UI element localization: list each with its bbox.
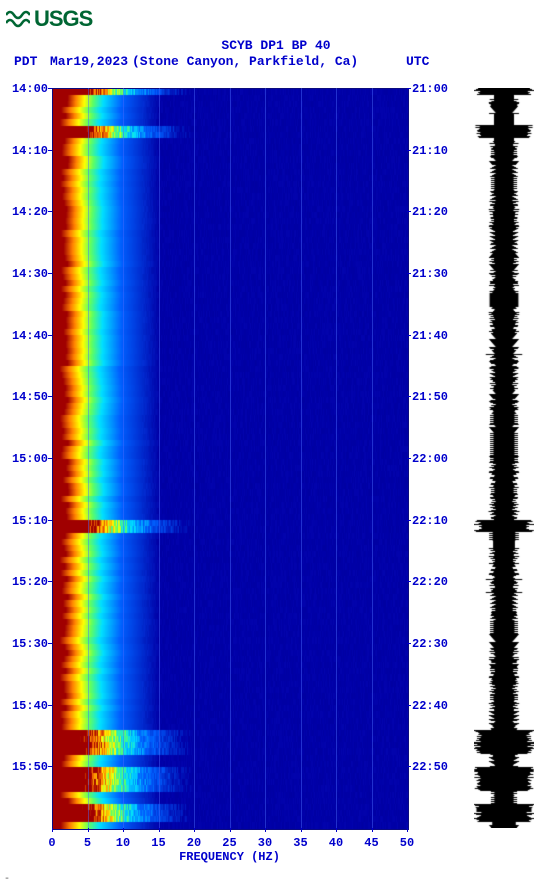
xtick: 25 <box>215 836 245 850</box>
ytick-left: 14:40 <box>6 329 48 343</box>
ytick-left: 15:50 <box>6 760 48 774</box>
wave-icon <box>6 9 30 29</box>
ytick-left: 14:20 <box>6 205 48 219</box>
ytick-left: 15:00 <box>6 452 48 466</box>
ytick-left: 15:40 <box>6 699 48 713</box>
tz-right: UTC <box>406 54 429 69</box>
waveform-plot <box>474 88 534 828</box>
chart-title: SCYB DP1 BP 40 <box>0 38 552 53</box>
ytick-right: 21:40 <box>412 329 458 343</box>
x-axis-label: FREQUENCY (HZ) <box>52 850 407 864</box>
ytick-right: 21:00 <box>412 82 458 96</box>
footer-mark: - <box>4 874 10 885</box>
ytick-left: 15:30 <box>6 637 48 651</box>
ytick-left: 14:30 <box>6 267 48 281</box>
xtick: 20 <box>179 836 209 850</box>
ytick-left: 14:00 <box>6 82 48 96</box>
ytick-right: 22:50 <box>412 760 458 774</box>
ytick-right: 21:30 <box>412 267 458 281</box>
xtick: 5 <box>73 836 103 850</box>
tz-left: PDT <box>14 54 37 69</box>
ytick-right: 22:10 <box>412 514 458 528</box>
ytick-right: 22:00 <box>412 452 458 466</box>
ytick-left: 15:20 <box>6 575 48 589</box>
ytick-left: 14:10 <box>6 144 48 158</box>
xtick: 40 <box>321 836 351 850</box>
waveform-canvas <box>474 88 534 828</box>
usgs-logo: USGS <box>6 6 92 32</box>
ytick-right: 21:20 <box>412 205 458 219</box>
date: Mar19,2023 <box>50 54 128 69</box>
xtick: 30 <box>250 836 280 850</box>
spectrogram-plot <box>52 88 409 830</box>
ytick-right: 21:50 <box>412 390 458 404</box>
logo-text: USGS <box>34 6 92 32</box>
ytick-right: 22:40 <box>412 699 458 713</box>
xtick: 10 <box>108 836 138 850</box>
ytick-left: 15:10 <box>6 514 48 528</box>
page: USGS SCYB DP1 BP 40 PDT Mar19,2023 (Ston… <box>0 0 552 892</box>
ytick-left: 14:50 <box>6 390 48 404</box>
xtick: 15 <box>144 836 174 850</box>
ytick-right: 21:10 <box>412 144 458 158</box>
xtick: 35 <box>286 836 316 850</box>
ytick-right: 22:20 <box>412 575 458 589</box>
xtick: 0 <box>37 836 67 850</box>
spectrogram-canvas <box>53 89 408 829</box>
location: (Stone Canyon, Parkfield, Ca) <box>132 54 358 69</box>
xtick: 45 <box>357 836 387 850</box>
xtick: 50 <box>392 836 422 850</box>
ytick-right: 22:30 <box>412 637 458 651</box>
